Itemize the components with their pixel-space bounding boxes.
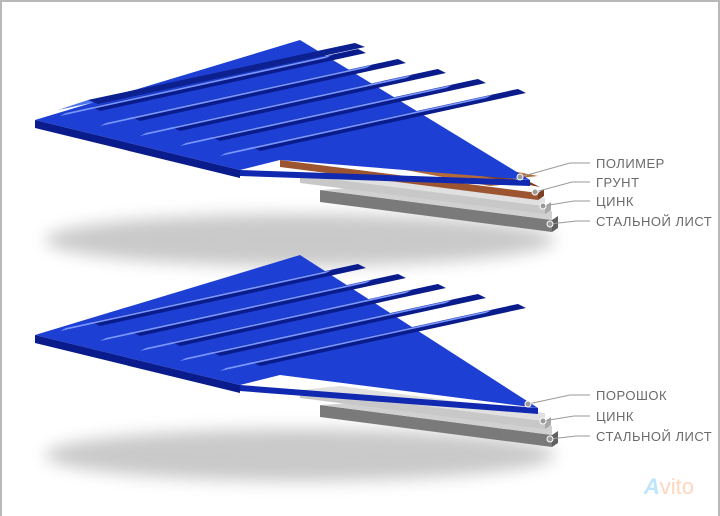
label-powder: ПОРОШОК (596, 388, 667, 403)
label-zinc-bottom: ЦИНК (596, 409, 634, 424)
top-sheet-group (35, 40, 590, 266)
label-primer: ГРУНТ (596, 175, 640, 190)
label-steel-bottom: СТАЛЬНОЙ ЛИСТ (596, 429, 712, 444)
label-steel-top: СТАЛЬНОЙ ЛИСТ (596, 214, 712, 229)
layer-powder-bottom (35, 255, 538, 414)
avito-watermark: Avito (644, 474, 694, 500)
label-polymer: ПОЛИМЕР (596, 156, 665, 171)
bottom-sheet-group (35, 255, 590, 481)
label-zinc-top: ЦИНК (596, 194, 634, 209)
watermark-v: vito (660, 474, 694, 499)
diagram-frame: ПОЛИМЕР ГРУНТ ЦИНК СТАЛЬНОЙ ЛИСТ ПОРОШОК… (0, 0, 720, 516)
watermark-a: A (644, 474, 660, 499)
